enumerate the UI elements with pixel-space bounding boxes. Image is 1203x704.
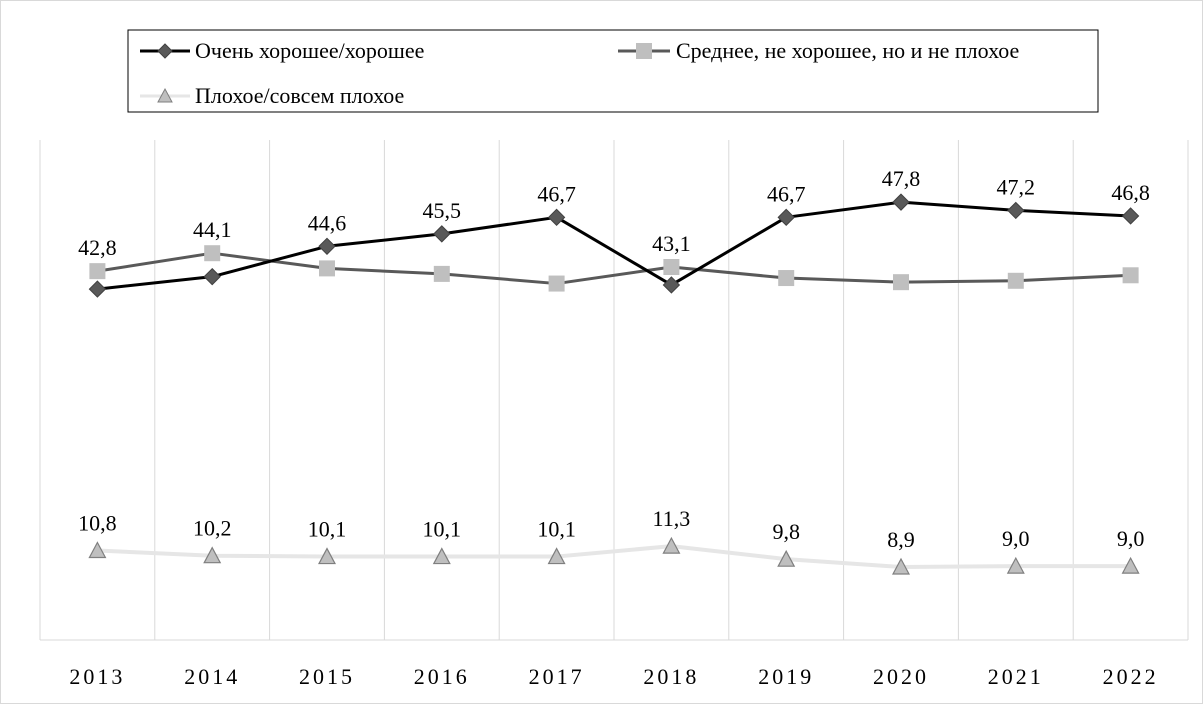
x-tick-label: 2020	[873, 664, 929, 689]
data-label-low: 10,8	[78, 510, 117, 535]
series-1-point	[662, 276, 681, 294]
series-2-point	[1007, 272, 1024, 289]
legend-item-series-3: Плохое/совсем плохое	[140, 83, 404, 108]
legend-marker-series-1	[157, 43, 173, 59]
legend-item-series-2: Среднее, не хорошее, но и не плохое	[618, 38, 1019, 63]
series-2-point	[319, 260, 335, 277]
legend-marker-series-3	[157, 87, 173, 103]
data-label: 44,6	[308, 210, 347, 235]
data-label: 47,8	[882, 166, 921, 191]
data-label: 45,5	[423, 198, 462, 223]
series-2-point	[548, 275, 565, 292]
data-label: 46,8	[1111, 180, 1150, 205]
x-tick-labels: 2013 2014 2015 2016 2017 2018 2019 2020 2021 2022	[69, 664, 1159, 689]
series-1-point	[1007, 201, 1025, 220]
data-label-low: 10,2	[193, 516, 232, 541]
series-3-point	[88, 541, 107, 559]
legend-label-series-2: Среднее, не хорошее, но и не плохое	[676, 38, 1019, 63]
series-1-point	[892, 193, 910, 211]
series-layer	[88, 193, 1140, 575]
data-label: 46,7	[537, 181, 576, 206]
data-label: 44,1	[193, 217, 232, 242]
series-3-point	[203, 546, 222, 564]
grid-lines	[39, 140, 1189, 640]
series-2-point	[663, 259, 680, 275]
series-1-point	[88, 280, 107, 298]
data-label: 42,8	[78, 235, 117, 260]
data-label: 43,1	[652, 231, 691, 256]
series-1-point	[547, 208, 566, 227]
series-3-point	[1006, 556, 1025, 574]
x-tick-label: 2017	[529, 664, 585, 689]
data-label-low: 9,8	[772, 519, 800, 544]
legend: Очень хорошее/хорошее Среднее, не хороше…	[127, 29, 1099, 113]
x-tick-label: 2022	[1103, 664, 1159, 689]
legend-marker-series-2	[636, 43, 652, 59]
series-3-point	[432, 547, 451, 565]
data-label-low: 10,1	[423, 517, 462, 542]
data-label-low: 9,0	[1117, 526, 1145, 551]
series-3-point	[662, 536, 681, 554]
x-tick-label: 2015	[299, 664, 355, 689]
series-3-point	[777, 549, 796, 567]
series-2-point	[893, 274, 909, 291]
data-label: 46,7	[767, 181, 806, 206]
x-tick-label: 2018	[643, 664, 699, 689]
data-label-low: 10,1	[537, 517, 576, 542]
series-1-point	[318, 237, 336, 256]
data-label-low: 11,3	[653, 506, 691, 531]
series-1-point	[1121, 207, 1140, 225]
data-label-low: 8,9	[887, 527, 915, 552]
legend-box	[127, 29, 1099, 113]
series-1-line	[97, 200, 1131, 291]
x-tick-label: 2021	[988, 664, 1044, 689]
series-3-point	[318, 547, 336, 565]
x-tick-label: 2019	[758, 664, 814, 689]
legend-label-series-1: Очень хорошее/хорошее	[195, 38, 424, 63]
x-tick-label: 2014	[184, 664, 240, 689]
legend-label-series-3: Плохое/совсем плохое	[195, 83, 404, 108]
series-2-point	[778, 270, 795, 287]
series-3-point	[892, 557, 910, 575]
series-1-point	[203, 267, 221, 286]
data-label: 47,2	[997, 174, 1036, 199]
series-1-point	[777, 208, 795, 227]
series-2-point	[1122, 267, 1139, 284]
series-2-point	[204, 245, 221, 262]
series-2-point	[89, 263, 106, 280]
series-2-point	[433, 265, 450, 282]
data-label-low: 10,1	[308, 517, 347, 542]
series-3-point	[547, 547, 566, 565]
x-tick-label: 2016	[414, 664, 470, 689]
legend-item-series-1: Очень хорошее/хорошее	[140, 38, 424, 63]
x-tick-label: 2013	[69, 664, 125, 689]
data-label-low: 9,0	[1002, 526, 1030, 551]
series-3-line	[97, 544, 1131, 569]
series-1-point	[433, 225, 451, 243]
series-3-point	[1121, 556, 1140, 574]
data-labels: 42,8 44,1 44,6 45,5 46,7 43,1 46,7 47,8 47,2 46,8…	[78, 166, 1150, 552]
